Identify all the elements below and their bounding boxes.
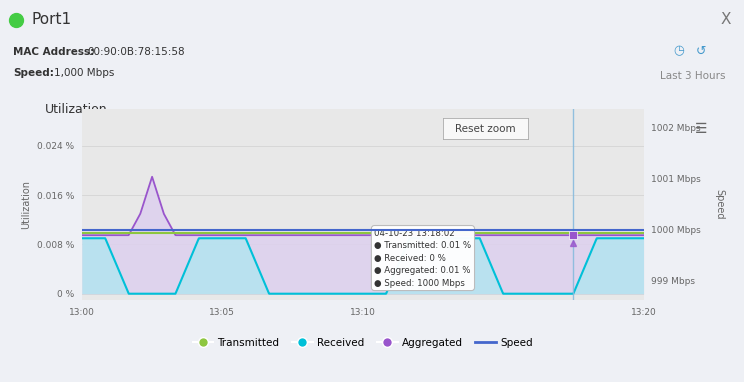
Text: Reset zoom: Reset zoom bbox=[455, 124, 516, 134]
Y-axis label: Utilization: Utilization bbox=[22, 180, 31, 229]
Text: ☰: ☰ bbox=[695, 122, 707, 136]
Text: Port1: Port1 bbox=[31, 12, 71, 27]
Text: Last 3 Hours: Last 3 Hours bbox=[660, 71, 725, 81]
Text: ↺: ↺ bbox=[696, 44, 706, 58]
Legend: Transmitted, Received, Aggregated, Speed: Transmitted, Received, Aggregated, Speed bbox=[188, 333, 537, 352]
Text: 04-10-23 13:18:02
● Transmitted: 0.01 %
● Received: 0 %
● Aggregated: 0.01 %
● S: 04-10-23 13:18:02 ● Transmitted: 0.01 % … bbox=[374, 228, 472, 288]
Text: 00:90:0B:78:15:58: 00:90:0B:78:15:58 bbox=[88, 47, 185, 57]
Text: MAC Address:: MAC Address: bbox=[13, 47, 94, 57]
Text: ◷: ◷ bbox=[673, 44, 684, 58]
Text: Speed:: Speed: bbox=[13, 68, 54, 78]
Text: X: X bbox=[720, 12, 731, 27]
Text: 1,000 Mbps: 1,000 Mbps bbox=[54, 68, 114, 78]
Text: Utilization: Utilization bbox=[45, 103, 107, 116]
Y-axis label: Speed: Speed bbox=[715, 189, 725, 220]
